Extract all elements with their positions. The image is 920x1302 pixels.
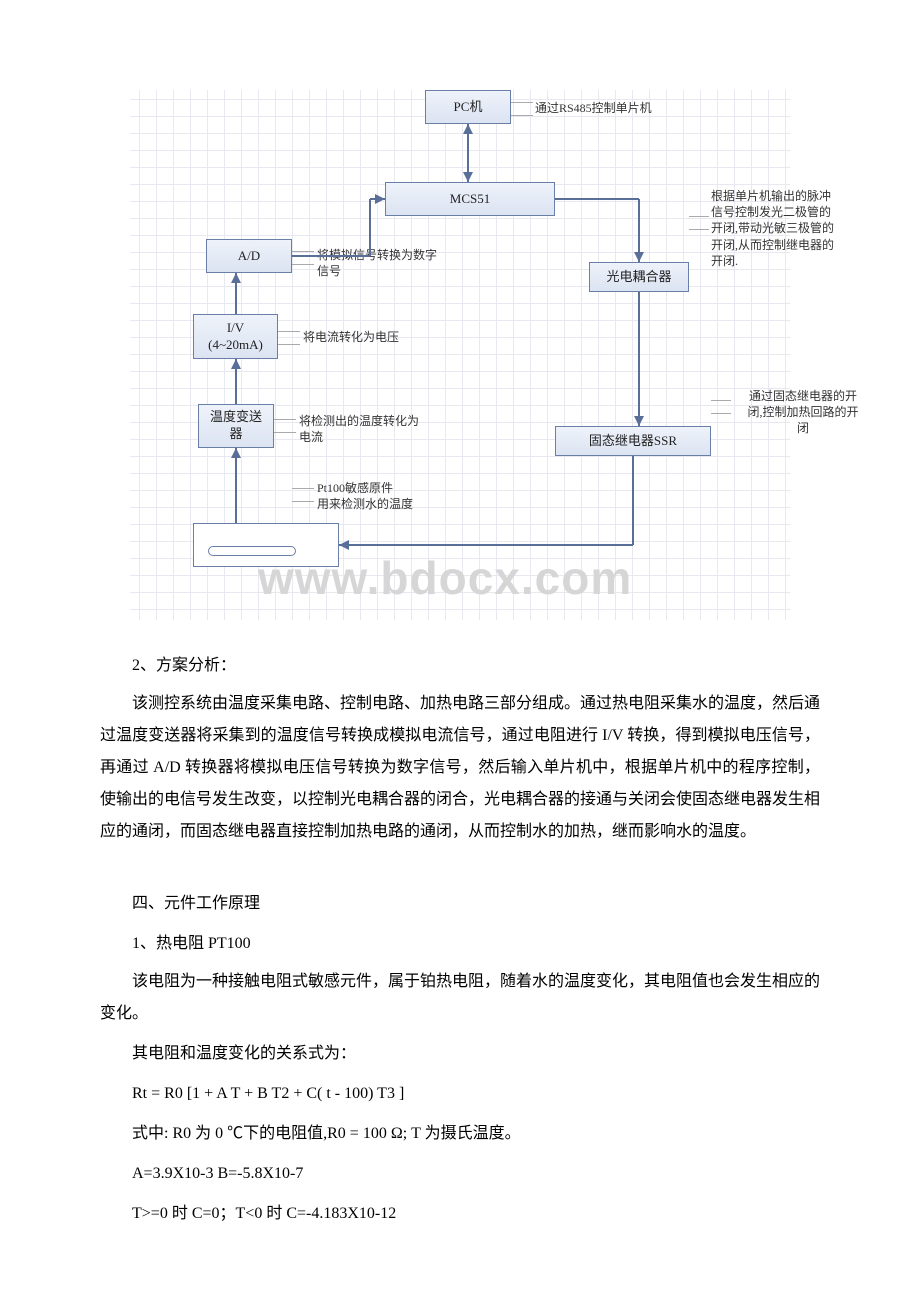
annot-ssr: 通过固态继电器的开 闭,控制加热回路的开 闭	[733, 388, 873, 437]
annot-opto: 根据单片机输出的脉冲 信号控制发光二极管的 开闭,带动光敏三极管的 开闭,从而控…	[711, 188, 861, 269]
body-text: 2、方案分析： 该测控系统由温度采集电路、控制电路、加热电路三部分组成。通过热电…	[100, 650, 820, 1230]
formula1: Rt = R0 [1 + A T + B T2 + C( t - 100) T3…	[100, 1078, 820, 1110]
node-pc: PC机	[425, 90, 511, 124]
system-flowchart: PC机 MCS51 A/D I/V (4~20mA) 温度变送 器 光电耦合器 …	[130, 90, 790, 620]
rel-line: 其电阻和温度变化的关系式为：	[100, 1038, 820, 1070]
sec4-title: 四、元件工作原理	[100, 888, 820, 920]
annot-ad: 将模拟信号转换为数字 信号	[317, 247, 457, 279]
formula2: 式中: R0 为 0 ℃下的电阻值,R0 = 100 Ω; T 为摄氏温度。	[100, 1118, 820, 1150]
para1: 该测控系统由温度采集电路、控制电路、加热电路三部分组成。通过热电阻采集水的温度，…	[100, 688, 820, 848]
annot-pc: 通过RS485控制单片机	[535, 100, 675, 116]
sec4-1-title: 1、热电阻 PT100	[100, 928, 820, 960]
formula4: T>=0 时 C=0；T<0 时 C=-4.183X10-12	[100, 1198, 820, 1230]
node-mcs51: MCS51	[385, 182, 555, 216]
node-trans-label: 温度变送 器	[210, 409, 262, 443]
formula3: A=3.9X10-3 B=-5.8X10-7	[100, 1158, 820, 1190]
node-ssr: 固态继电器SSR	[555, 426, 711, 456]
watermark: www.bdocx.com	[258, 551, 632, 605]
sec2-title: 2、方案分析：	[100, 650, 820, 682]
node-ssr-label: 固态继电器SSR	[589, 433, 677, 450]
annot-iv: 将电流转化为电压	[303, 329, 443, 345]
node-iv: I/V (4~20mA)	[193, 314, 278, 359]
node-ad: A/D	[206, 239, 292, 273]
sec4-1-para: 该电阻为一种接触电阻式敏感元件，属于铂热电阻，随着水的温度变化，其电阻值也会发生…	[100, 966, 820, 1030]
annot-sensor: Pt100敏感原件 用来检测水的温度	[317, 480, 457, 512]
node-opto-label: 光电耦合器	[606, 269, 671, 286]
node-pc-label: PC机	[454, 99, 483, 116]
node-mcs51-label: MCS51	[450, 191, 490, 208]
node-opto: 光电耦合器	[589, 262, 689, 292]
node-iv-label: I/V (4~20mA)	[208, 320, 263, 354]
annot-trans: 将检测出的温度转化为 电流	[299, 413, 439, 445]
node-ad-label: A/D	[238, 248, 260, 265]
node-trans: 温度变送 器	[198, 404, 274, 448]
